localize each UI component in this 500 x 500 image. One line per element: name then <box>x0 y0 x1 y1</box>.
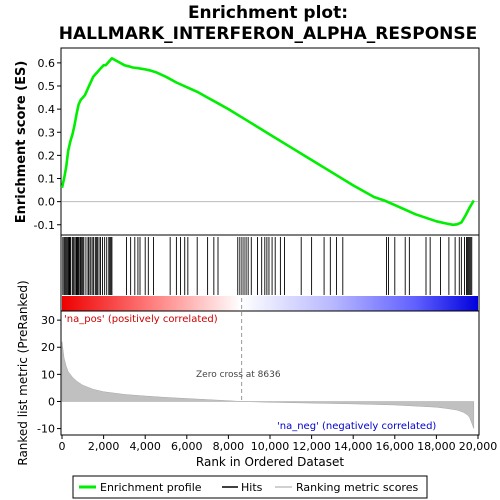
x-tick-label: 12,000 <box>292 440 331 453</box>
rank-y-tick-label: 20 <box>41 341 55 354</box>
es-y-tick-label: 0.2 <box>38 149 56 162</box>
es-y-tick-label: 0.1 <box>38 173 56 186</box>
x-tick-label: 2,000 <box>88 440 120 453</box>
chart-title-line2: HALLMARK_INTERFERON_ALPHA_RESPONSE <box>59 24 478 44</box>
x-tick-label: 18,000 <box>417 440 456 453</box>
es-y-tick-label: 0.3 <box>38 126 56 139</box>
es-y-axis: -0.1 0.0 0.1 0.2 0.3 0.4 0.5 0.6 <box>34 57 61 232</box>
rank-y-tick-label: -10 <box>37 423 55 436</box>
x-tick-label: 8,000 <box>213 440 245 453</box>
hits-group <box>62 237 473 295</box>
x-tick-label: 4,000 <box>129 440 161 453</box>
ranking-metric-area <box>61 341 475 429</box>
rank-color-bar <box>62 296 478 311</box>
rank-y-axis-label: Ranked list metric (PreRanked) <box>16 280 30 465</box>
x-tick-label: 16,000 <box>376 440 415 453</box>
es-y-tick-label: 0.0 <box>38 196 56 209</box>
legend-frame <box>72 475 428 499</box>
ranking-panel-frame <box>60 310 480 436</box>
x-axis-label: Rank in Ordered Dataset <box>196 455 344 469</box>
legend-ranking-label: Ranking metric scores <box>296 481 418 494</box>
es-y-axis-label: Enrichment score (ES) <box>14 61 29 224</box>
es-y-tick-label: -0.1 <box>34 219 55 232</box>
x-tick-label: 0 <box>59 440 66 453</box>
rank-y-tick-label: 0 <box>48 395 55 408</box>
es-y-tick-label: 0.5 <box>38 80 56 93</box>
x-tick-label: 10,000 <box>251 440 290 453</box>
legend-enrichment-label: Enrichment profile <box>100 481 202 494</box>
es-y-tick-label: 0.6 <box>38 57 56 70</box>
enrichment-profile-line <box>60 56 475 227</box>
es-y-tick-label: 0.4 <box>38 103 56 116</box>
x-tick-label: 6,000 <box>171 440 203 453</box>
x-tick-label: 20,000 <box>459 440 498 453</box>
legend: Enrichment profile Hits Ranking metric s… <box>72 475 428 499</box>
rank-y-tick-label: 10 <box>41 368 55 381</box>
neg-label: 'na_neg' (negatively correlated) <box>277 421 436 432</box>
zero-cross-label: Zero cross at 8636 <box>196 370 281 380</box>
es-panel-frame <box>60 47 480 236</box>
chart-title-line1: Enrichment plot: <box>188 3 348 23</box>
legend-hits-label: Hits <box>241 481 263 494</box>
pos-label: 'na_pos' (positively correlated) <box>64 314 218 325</box>
x-axis: 0 2,000 4,000 6,000 8,000 10,000 12,000 14,000 1… <box>59 435 498 453</box>
rank-y-axis: -10 0 10 20 30 <box>37 314 61 436</box>
x-tick-label: 14,000 <box>334 440 373 453</box>
rank-y-tick-label: 30 <box>41 314 55 327</box>
